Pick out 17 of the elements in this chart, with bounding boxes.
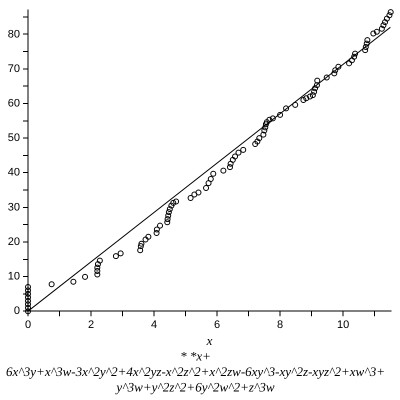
y-tick-label: 30 — [8, 201, 20, 214]
x-tick-label: 4 — [150, 318, 158, 331]
y-tick-label: 40 — [8, 166, 20, 179]
y-tick-label: 10 — [8, 270, 20, 283]
x-tick-label: 6 — [214, 318, 220, 331]
y-tick-label: 60 — [8, 98, 20, 110]
x-axis-title: x — [206, 332, 213, 348]
y-tick-label: 20 — [8, 236, 20, 248]
x-tick-label: 2 — [88, 318, 94, 331]
x-tick-label: 10 — [336, 318, 350, 331]
text: * *x+ 6x^3y+x^3w-3x^2y^2+4x^2yz-x^2z^2+x^2zw-6xy^3-xy^2z-xyz^2+xw^3+ y^3w+y^2z^2+6y^2w^2+z^3w — [6, 348, 385, 395]
x-tick-label: 8 — [277, 318, 284, 331]
y-tick-label: 50 — [8, 132, 20, 144]
y-tick-label: 0 — [14, 305, 20, 318]
y-tick-label: 70 — [8, 62, 20, 75]
x-tick-label: 0 — [24, 318, 32, 331]
y-tick-label: 80 — [8, 28, 20, 40]
